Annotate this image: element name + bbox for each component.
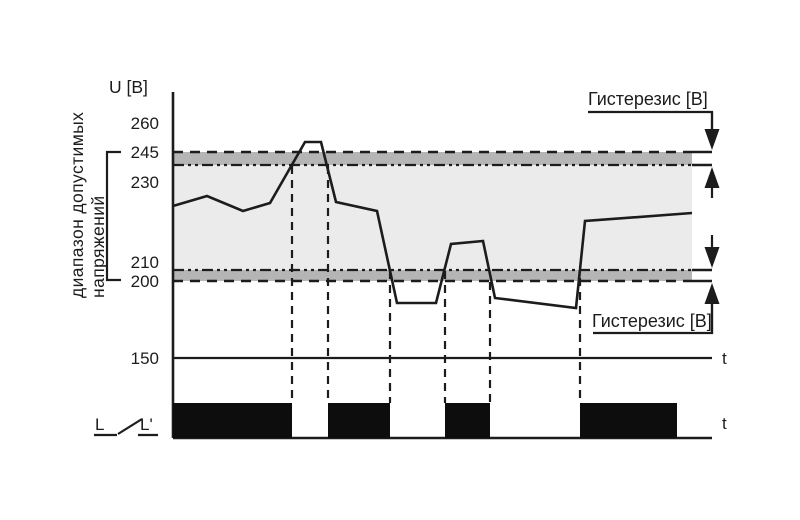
- voltage-curve: [172, 140, 693, 310]
- relay-output-pulse: [580, 403, 677, 438]
- diagram-geometry: [94, 92, 720, 440]
- u-axis-label: U [В]: [109, 77, 148, 97]
- hysteresis-up-arrow: [704, 167, 720, 188]
- tick-245: 245: [131, 143, 159, 162]
- tick-210: 210: [131, 253, 159, 272]
- tick-150: 150: [131, 349, 159, 368]
- relay-output-pulse: [328, 403, 390, 438]
- tick-260: 260: [131, 114, 159, 133]
- upper-hysteresis-band: [173, 152, 692, 165]
- relay-contact-label-l: L: [95, 415, 104, 434]
- relay-contact-label-l-prime: L': [140, 415, 153, 434]
- relay-output-pulse: [173, 403, 292, 438]
- hysteresis-bottom-label: Гистерезис [В]: [592, 311, 712, 331]
- relay-output-pulse: [445, 403, 490, 438]
- allowed-range-label-line1: диапазон допустимых: [67, 112, 87, 298]
- lower-hysteresis-band: [173, 270, 692, 281]
- relay-contact-slash: [117, 418, 143, 435]
- hysteresis-top-label: Гистерезис [В]: [588, 89, 708, 109]
- range-bracket: [105, 150, 121, 282]
- time-axis-upper-label: t: [722, 349, 727, 368]
- allowed-range-label-line2: напряжений: [88, 195, 108, 298]
- hysteresis-up-arrow: [704, 283, 720, 304]
- time-axis-lower-label: t: [722, 414, 727, 433]
- hysteresis-down-arrow: [704, 247, 720, 268]
- allowed-voltage-band: [173, 165, 692, 270]
- hysteresis-top-connector: [588, 110, 714, 130]
- allowed-range-label: диапазон допустимых напряжений: [67, 107, 108, 298]
- tick-230: 230: [131, 173, 159, 192]
- tick-200: 200: [131, 272, 159, 291]
- hysteresis-down-arrow: [704, 129, 720, 150]
